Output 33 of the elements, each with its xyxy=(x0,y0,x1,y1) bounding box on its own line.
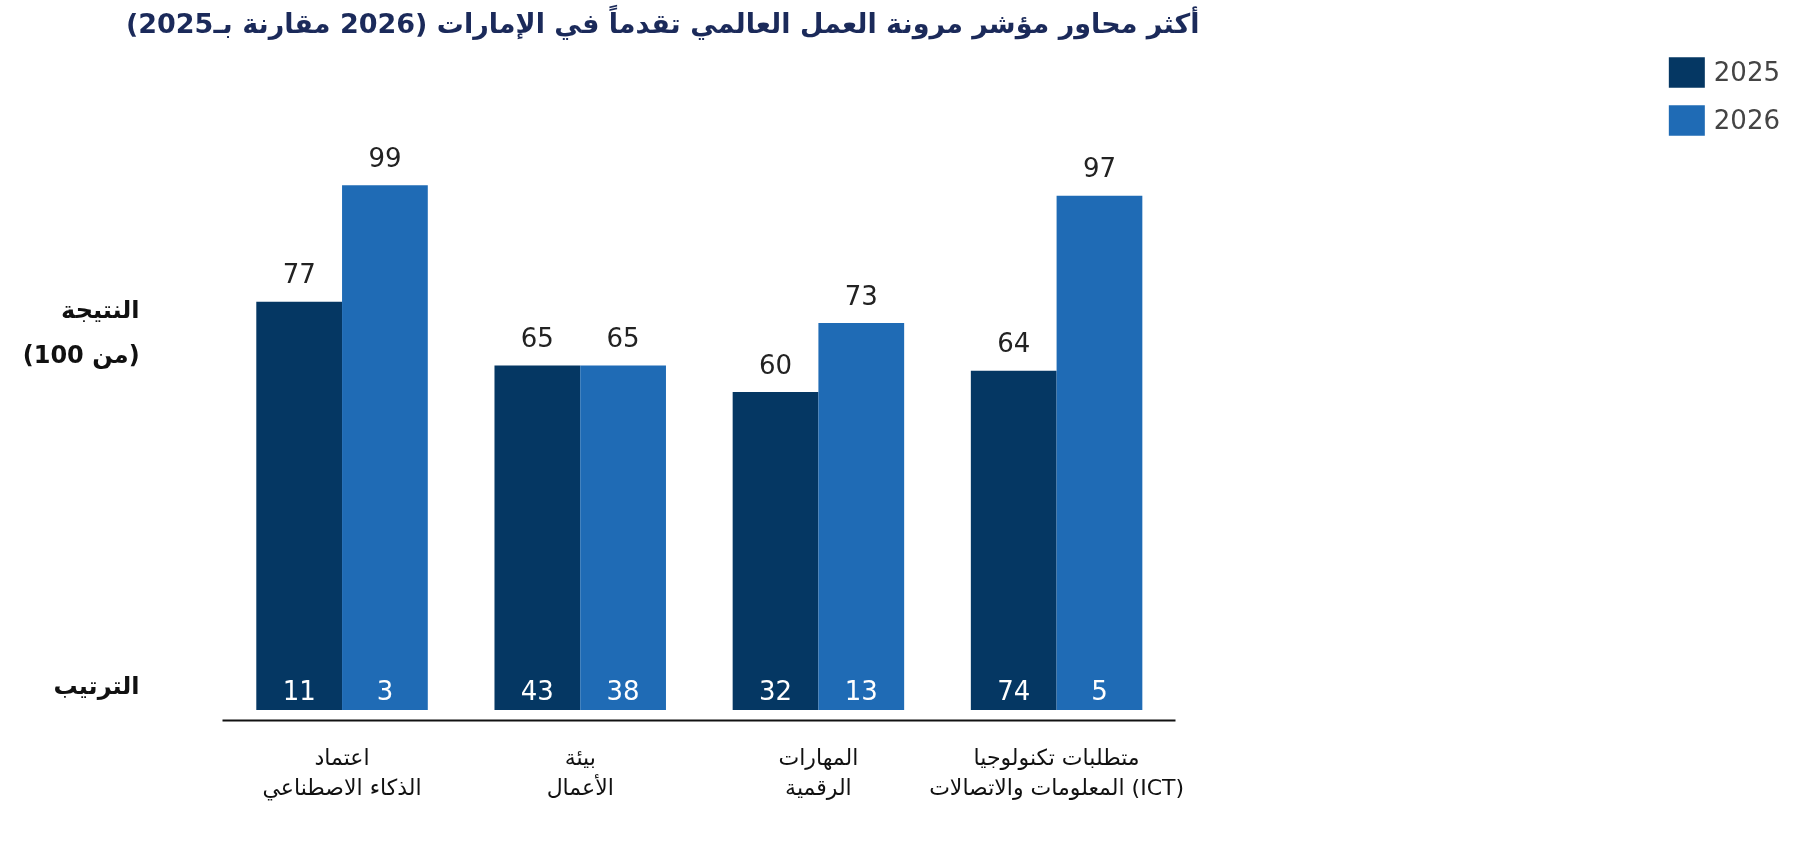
data-label: 97 xyxy=(1082,153,1117,184)
text: الترتيب xyxy=(53,671,140,700)
chart-title: أكثر محاور مؤشر مرونة العمل العالمي تقدماً في الإمارات (2026 مقارنة بـ2025) xyxy=(125,3,1200,40)
data-label: 65 xyxy=(520,323,554,354)
data-label: 77 xyxy=(282,259,316,290)
legend-label: 2025 xyxy=(1713,56,1780,89)
data-label: 65 xyxy=(606,323,640,354)
data-label: 60 xyxy=(758,349,793,380)
annotation: 11 xyxy=(282,675,316,706)
data-label: 99 xyxy=(368,142,402,173)
data-label: 64 xyxy=(997,328,1031,359)
x-tick-label: المهارات الرقمية xyxy=(778,744,859,800)
data-label: 73 xyxy=(844,280,878,311)
annotation: 13 xyxy=(844,675,878,706)
annotation: 3 xyxy=(376,675,394,706)
x-tick-label: اعتماد الذكاء الاصطناعي xyxy=(262,744,422,801)
bar xyxy=(580,365,666,710)
annotation: 32 xyxy=(758,675,793,706)
legend-label: 2026 xyxy=(1713,104,1780,137)
annotation: 5 xyxy=(1091,675,1108,706)
annotation: 38 xyxy=(606,675,640,706)
annotation: 43 xyxy=(520,675,554,706)
bar xyxy=(1056,195,1143,710)
annotation: 74 xyxy=(997,675,1031,706)
bar xyxy=(256,301,343,710)
bar xyxy=(732,391,819,710)
bar xyxy=(818,323,905,710)
x-tick-label: بيئة الأعمال xyxy=(546,744,614,800)
bar xyxy=(494,365,581,710)
x-tick-label: متطلبات تكنولوجيا المعلومات والاتصالات (ICT) xyxy=(929,744,1185,800)
bar xyxy=(342,185,428,710)
bar xyxy=(970,370,1057,710)
y-axis-title: النتيجة (من 100) xyxy=(22,295,140,369)
